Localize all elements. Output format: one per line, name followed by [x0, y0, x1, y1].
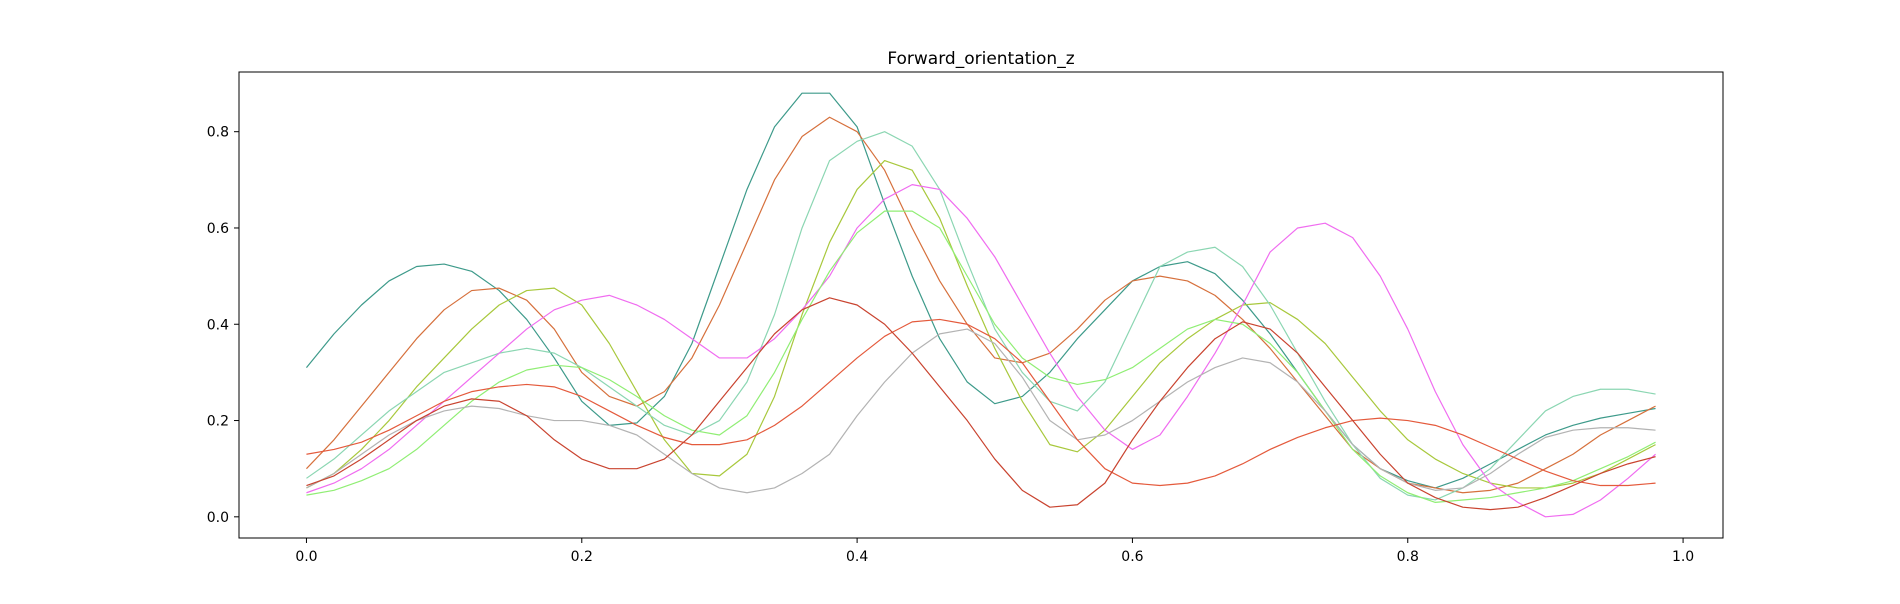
series-line-4 — [306, 131, 1656, 501]
x-tick-label: 0.4 — [846, 549, 868, 565]
x-tick-label: 0.0 — [295, 549, 317, 565]
series-layer — [305, 92, 1656, 518]
chart-title: Forward_orientation_z — [887, 49, 1074, 69]
series-line-7 — [306, 328, 1656, 494]
y-tick-label: 0.0 — [207, 510, 229, 526]
plot-frame — [238, 71, 1724, 539]
series-line-5 — [306, 184, 1656, 518]
series-line-8 — [306, 318, 1656, 487]
x-tick-label: 1.0 — [1672, 549, 1694, 565]
y-tick-label: 0.8 — [207, 125, 229, 141]
series-line-2 — [306, 116, 1656, 494]
series-line-6 — [306, 210, 1656, 503]
x-tick-label: 0.8 — [1397, 549, 1419, 565]
y-tick-label: 0.6 — [207, 221, 229, 237]
series-line-1 — [305, 92, 1656, 489]
series-line-9 — [306, 297, 1656, 511]
x-tick-label: 0.6 — [1121, 549, 1143, 565]
y-tick-label: 0.2 — [207, 414, 229, 430]
series-line-3 — [306, 159, 1656, 489]
axes-layer: 0.0 0.2 0.4 0.6 0.8 1.0 0.0 0.2 0.4 0.6 0.8 — [207, 125, 1694, 565]
x-tick-label: 0.2 — [571, 549, 593, 565]
y-tick-label: 0.4 — [207, 317, 229, 333]
